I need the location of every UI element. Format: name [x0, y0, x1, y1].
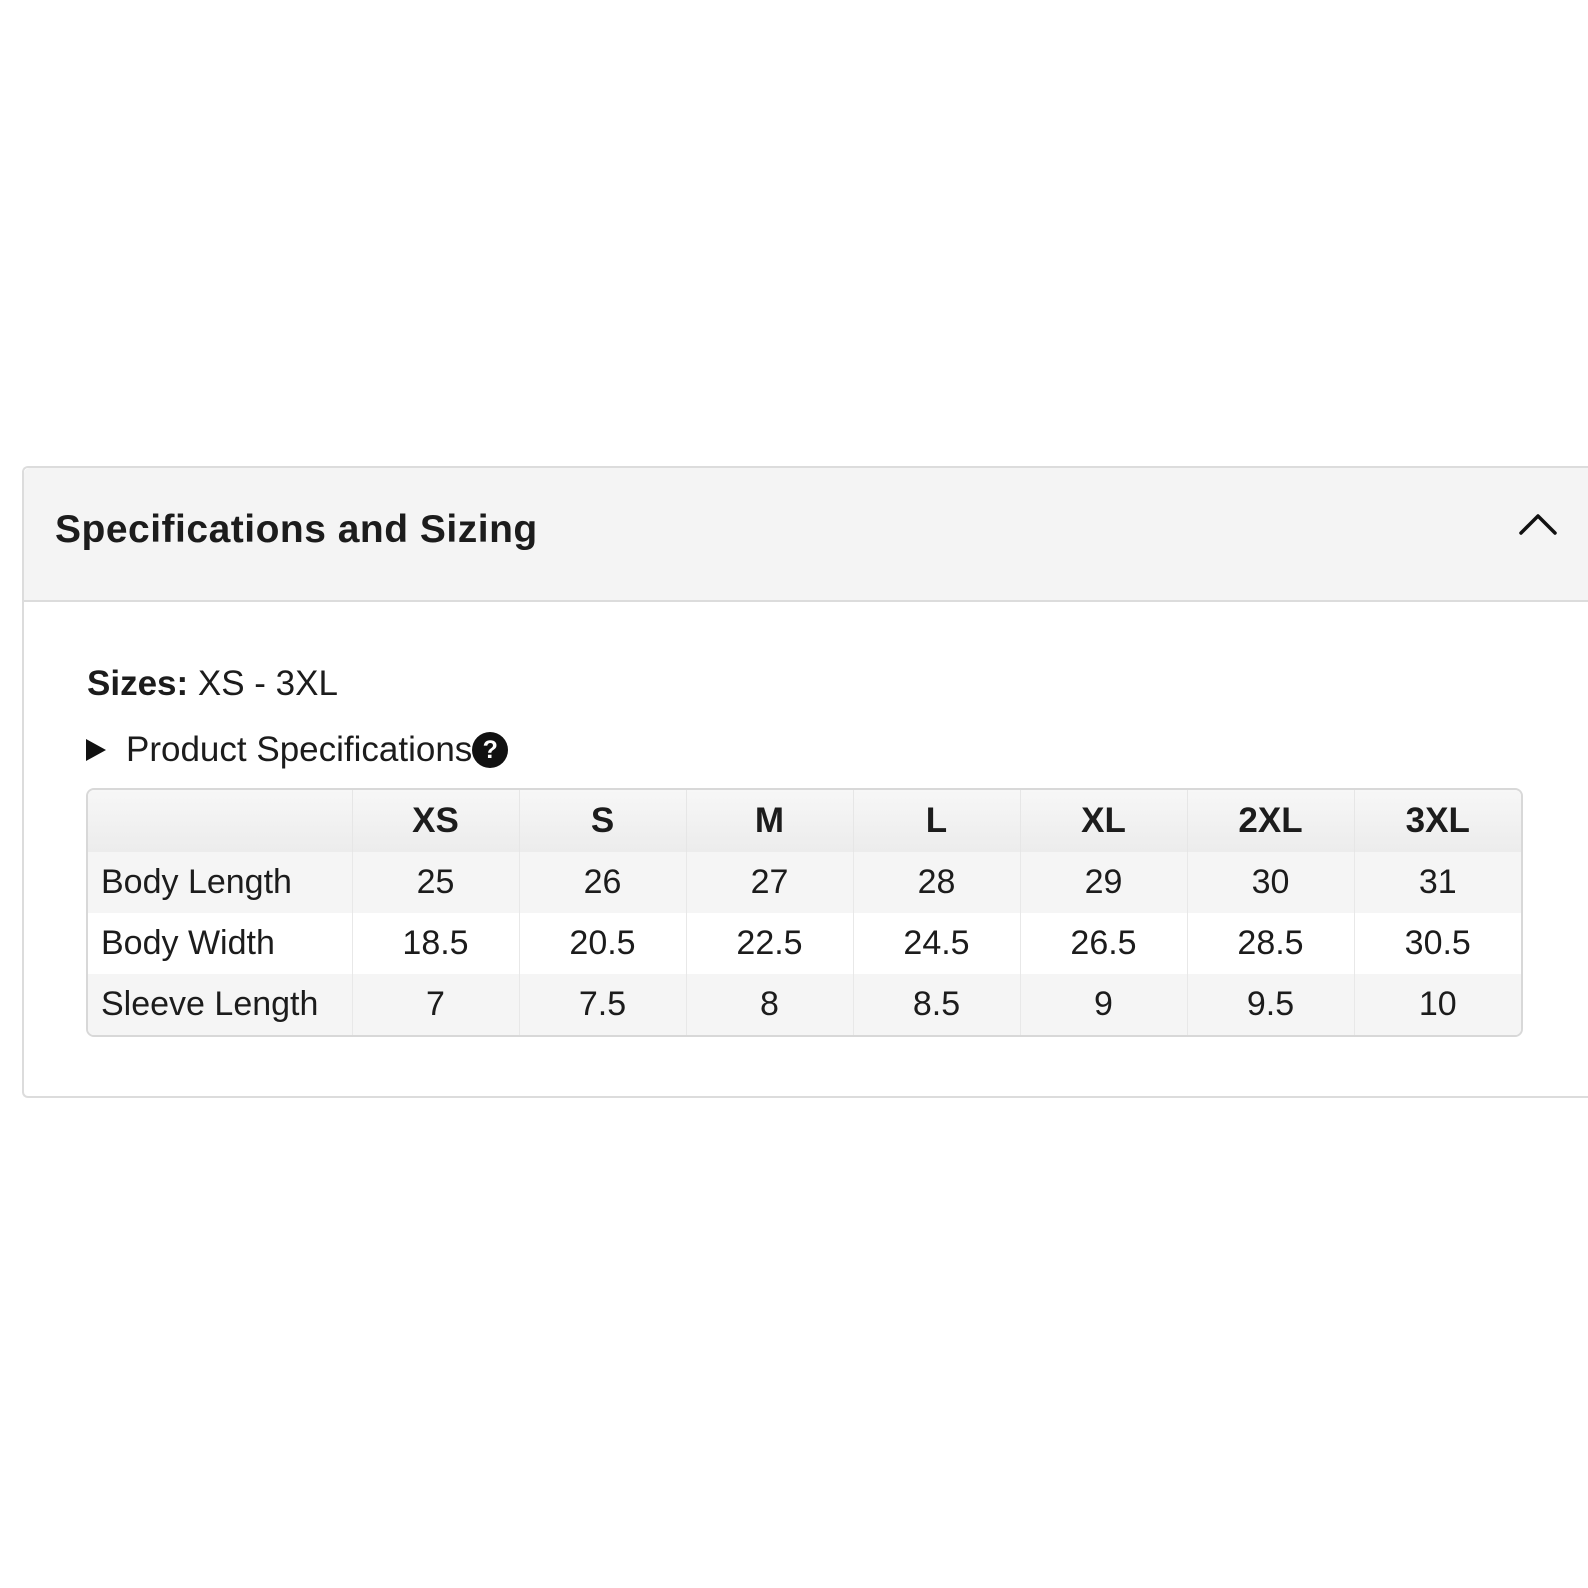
table-cell: 27 — [685, 852, 853, 913]
table-header-cell — [88, 790, 352, 852]
table-cell: 28.5 — [1186, 913, 1354, 974]
row-label: Body Length — [101, 863, 292, 901]
question-circle-icon[interactable]: ? — [472, 732, 509, 768]
row-label: Sleeve Length — [101, 985, 319, 1023]
table-header-cell: L — [852, 790, 1020, 852]
table-cell: 30.5 — [1353, 913, 1521, 974]
table-header-cell: XL — [1019, 790, 1187, 852]
table-header-cell: S — [518, 790, 686, 852]
table-header-cell: XS — [351, 790, 519, 852]
product-specifications-toggle[interactable]: Product Specifications ? — [84, 728, 509, 772]
triangle-right-icon — [86, 739, 106, 761]
table-cell: 24.5 — [852, 913, 1020, 974]
table-cell: 18.5 — [351, 913, 519, 974]
table-header-cell: 3XL — [1353, 790, 1521, 852]
table-cell: 28 — [852, 852, 1020, 913]
table-cell: 7 — [351, 974, 519, 1035]
table-header-cell: M — [685, 790, 853, 852]
table-cell: 29 — [1019, 852, 1187, 913]
sizes-summary: Sizes: XS - 3XL — [87, 664, 338, 704]
table-cell: 20.5 — [518, 913, 686, 974]
table-row: Body Width 18.5 20.5 22.5 24.5 26.5 28.5… — [88, 913, 1521, 974]
table-cell: 9 — [1019, 974, 1187, 1035]
panel-title: Specifications and Sizing — [55, 508, 538, 551]
table-cell: 30 — [1186, 852, 1354, 913]
panel-header[interactable]: Specifications and Sizing — [24, 468, 1588, 602]
sizes-value: XS - 3XL — [188, 664, 338, 703]
chevron-up-icon[interactable] — [1518, 512, 1558, 536]
table-header-row: XS S M L XL 2XL 3XL — [88, 790, 1521, 852]
table-cell: 31 — [1353, 852, 1521, 913]
table-cell: 8 — [685, 974, 853, 1035]
product-specifications-label: Product Specifications — [126, 730, 473, 769]
table-cell: 25 — [351, 852, 519, 913]
specifications-panel: Specifications and Sizing Sizes: XS - 3X… — [22, 466, 1588, 1098]
table-cell: 26.5 — [1019, 913, 1187, 974]
row-label: Body Width — [101, 924, 275, 962]
table-row: Body Length 25 26 27 28 29 30 31 — [88, 852, 1521, 913]
table-cell: 10 — [1353, 974, 1521, 1035]
sizes-label: Sizes: — [87, 664, 189, 703]
table-cell: 7.5 — [518, 974, 686, 1035]
size-chart-table: XS S M L XL 2XL 3XL Body Length 25 26 27… — [86, 788, 1523, 1037]
table-cell: 26 — [518, 852, 686, 913]
table-cell: 8.5 — [852, 974, 1020, 1035]
table-header-cell: 2XL — [1186, 790, 1354, 852]
table-row: Sleeve Length 7 7.5 8 8.5 9 9.5 10 — [88, 974, 1521, 1035]
table-cell: 22.5 — [685, 913, 853, 974]
table-cell: 9.5 — [1186, 974, 1354, 1035]
